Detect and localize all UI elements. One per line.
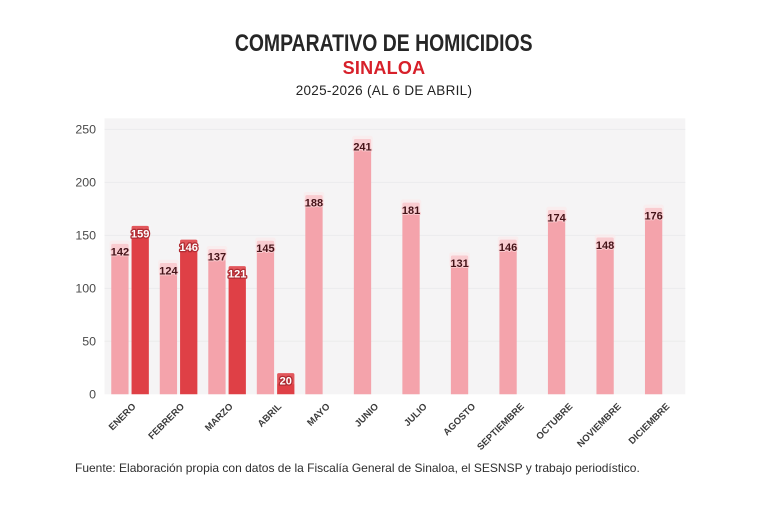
- svg-text:174: 174: [547, 212, 566, 224]
- svg-text:241: 241: [353, 141, 371, 153]
- svg-text:OCTUBRE: OCTUBRE: [534, 401, 575, 442]
- svg-text:121: 121: [228, 269, 246, 281]
- svg-text:JULIO: JULIO: [402, 401, 430, 429]
- svg-text:FEBRERO: FEBRERO: [146, 401, 187, 442]
- svg-text:50: 50: [82, 335, 96, 349]
- svg-text:0: 0: [89, 388, 96, 402]
- svg-text:146: 146: [499, 242, 517, 254]
- svg-text:MARZO: MARZO: [203, 401, 235, 433]
- svg-text:131: 131: [450, 258, 468, 270]
- svg-text:150: 150: [75, 229, 96, 243]
- svg-text:NOVIEMBRE: NOVIEMBRE: [575, 401, 623, 449]
- svg-text:159: 159: [131, 228, 149, 240]
- svg-text:200: 200: [75, 176, 96, 190]
- svg-text:148: 148: [596, 240, 614, 252]
- svg-text:142: 142: [111, 246, 129, 258]
- svg-text:146: 146: [180, 242, 198, 254]
- svg-text:ENERO: ENERO: [107, 401, 139, 433]
- svg-text:20: 20: [280, 376, 292, 388]
- svg-text:ABRIL: ABRIL: [256, 401, 284, 429]
- svg-text:100: 100: [75, 282, 96, 296]
- svg-text:137: 137: [208, 252, 226, 264]
- svg-text:AGOSTO: AGOSTO: [441, 401, 478, 438]
- svg-text:250: 250: [75, 123, 96, 137]
- svg-text:MAYO: MAYO: [305, 401, 332, 428]
- svg-text:181: 181: [402, 205, 420, 217]
- svg-text:176: 176: [644, 210, 662, 222]
- svg-text:JUNIO: JUNIO: [353, 401, 381, 429]
- svg-text:124: 124: [159, 265, 178, 277]
- svg-text:DICIEMBRE: DICIEMBRE: [627, 401, 672, 446]
- svg-text:SEPTIEMBRE: SEPTIEMBRE: [475, 401, 526, 452]
- svg-text:188: 188: [305, 198, 323, 210]
- svg-text:145: 145: [256, 243, 274, 255]
